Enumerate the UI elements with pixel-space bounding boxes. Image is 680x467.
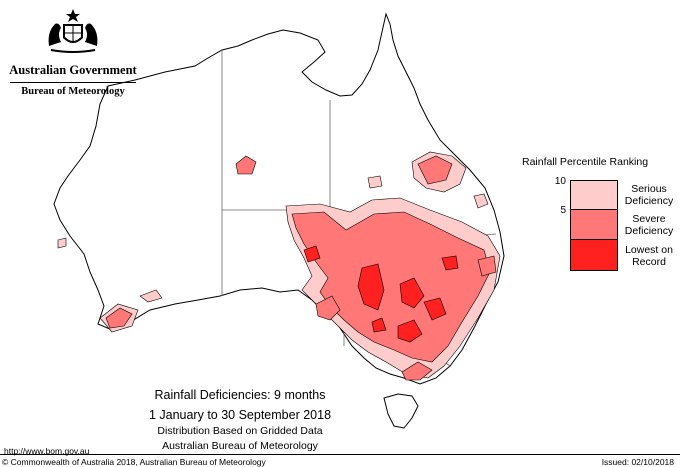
- legend-swatch-lowest: [570, 239, 618, 271]
- region-lowest-2: [399, 277, 425, 309]
- government-logo-block: Australian Government Bureau of Meteorol…: [8, 6, 138, 97]
- legend-swatch-serious: [570, 180, 618, 210]
- legend-label-severe: Severe Deficiency: [624, 213, 674, 237]
- footer-divider: [0, 454, 680, 455]
- legend-label-serious: Serious Deficiency: [624, 183, 674, 207]
- legend-label-lowest: Lowest on Record: [625, 244, 673, 268]
- legend-tick-10: 10: [554, 176, 566, 187]
- region-severe-main: [291, 211, 491, 363]
- region-lowest-6: [441, 255, 459, 271]
- region-severe-sa: [315, 295, 341, 321]
- issued-date: Issued: 02/10/2018: [601, 457, 674, 467]
- caption-source: Australian Bureau of Meteorology: [162, 440, 318, 452]
- region-lowest-1: [357, 263, 385, 311]
- region-severe-qld-coast: [477, 255, 497, 277]
- region-lowest-7: [371, 317, 387, 333]
- region-serious-wa-south: [139, 289, 163, 303]
- bom-url-link[interactable]: http://www.bom.gov.au: [4, 446, 90, 456]
- region-severe-nt-spot: [235, 155, 257, 175]
- legend-title: Rainfall Percentile Ranking: [522, 156, 649, 168]
- deficiency-lowest-regions: [303, 245, 459, 343]
- government-name: Australian Government: [9, 63, 137, 77]
- region-severe-wa-sw: [105, 307, 133, 329]
- commonwealth-coat-of-arms-icon: [48, 9, 98, 53]
- map-legend: Rainfall Percentile Ranking 10 5 Serious…: [522, 156, 674, 271]
- copyright-notice: © Commonwealth of Australia 2018, Austra…: [2, 457, 266, 467]
- legend-tick-5: 5: [560, 205, 566, 216]
- tasmania-outline: [383, 393, 419, 429]
- region-serious-wa-coast: [57, 237, 67, 249]
- region-serious-sa-small: [367, 175, 383, 189]
- caption-period: 1 January to 30 September 2018: [148, 408, 332, 422]
- region-serious-qld-coast: [473, 193, 489, 209]
- bureau-name: Bureau of Meteorology: [21, 86, 125, 97]
- region-lowest-4: [423, 297, 447, 321]
- caption-title: Rainfall Deficiencies: 9 months: [154, 388, 326, 402]
- region-severe-vic: [401, 361, 433, 381]
- region-lowest-5: [303, 245, 321, 263]
- logo-divider: [10, 82, 136, 83]
- region-severe-qld-north: [417, 155, 453, 185]
- map-caption: Rainfall Deficiencies: 9 months 1 Januar…: [110, 388, 370, 452]
- caption-distribution: Distribution Based on Gridded Data: [157, 425, 323, 437]
- legend-swatch-severe: [570, 209, 618, 240]
- region-lowest-3: [397, 319, 423, 343]
- deficiency-severe-regions: [105, 155, 497, 381]
